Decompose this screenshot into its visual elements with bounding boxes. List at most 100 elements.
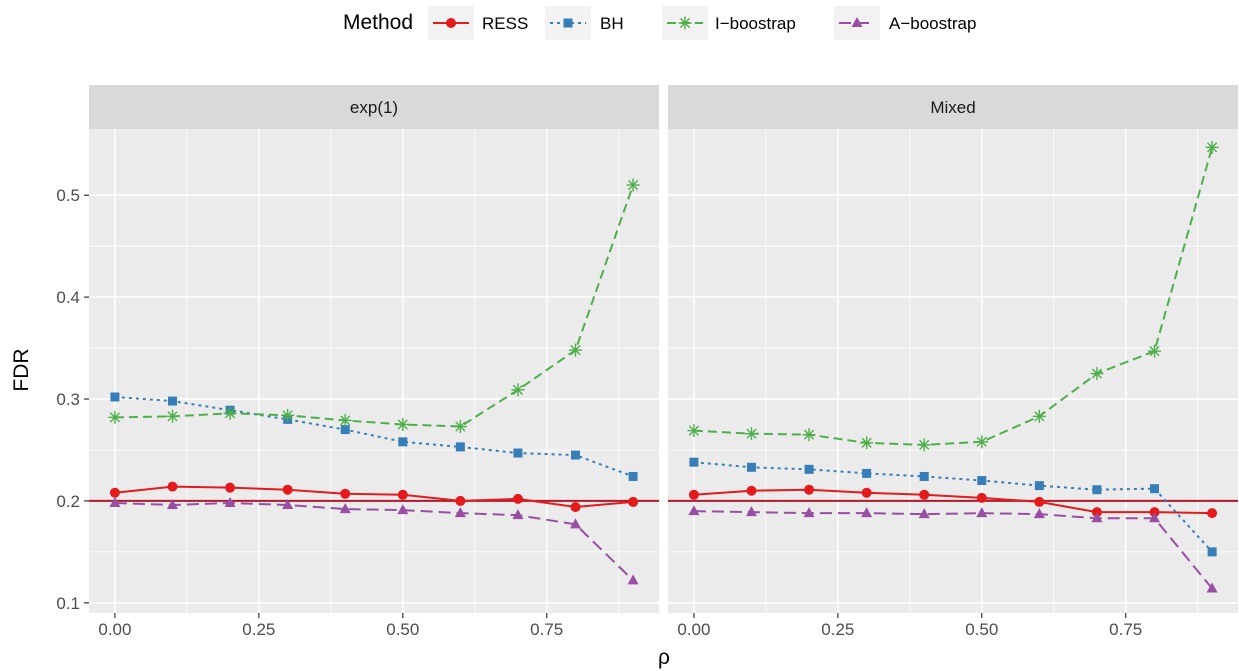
data-point <box>397 489 408 500</box>
data-point <box>167 396 177 406</box>
legend-key-marker <box>678 16 692 30</box>
data-point <box>455 495 466 506</box>
data-point <box>166 498 178 509</box>
panels: exp(1) 0.00 0.25 0.50 0.75 0.1 0.2 0.3 0.4 0.5 Mix… <box>56 85 1238 639</box>
y-tick-label: 0.1 <box>56 594 80 613</box>
y-tick-label: 0.5 <box>56 186 80 205</box>
data-point <box>1033 508 1045 519</box>
data-point <box>1032 409 1046 423</box>
y-axis-title: FDR <box>10 348 33 391</box>
data-point <box>1091 512 1103 523</box>
data-point <box>919 489 930 500</box>
data-point <box>688 489 699 500</box>
data-point <box>688 505 700 516</box>
data-point <box>512 509 524 520</box>
data-point <box>569 343 583 357</box>
data-point <box>976 507 988 518</box>
data-point <box>1205 140 1219 154</box>
data-point <box>975 435 989 449</box>
data-point <box>627 574 639 585</box>
x-tick-label: 0.75 <box>1109 620 1142 639</box>
data-point <box>110 392 120 402</box>
y-axis: 0.1 0.2 0.3 0.4 0.5 <box>56 186 89 613</box>
data-point <box>340 425 350 435</box>
data-point <box>1149 512 1161 523</box>
data-point <box>1034 496 1045 507</box>
data-point <box>802 428 816 442</box>
data-point <box>861 487 872 498</box>
data-point <box>976 492 987 503</box>
series-i-boostrap <box>687 140 1219 452</box>
data-point <box>282 484 293 495</box>
legend-entry-i-boostrap: I−boostrap <box>662 6 796 40</box>
series-line <box>114 501 634 582</box>
data-point <box>1207 508 1218 519</box>
data-point <box>570 502 581 513</box>
data-point <box>917 438 931 452</box>
panel-title: Mixed <box>930 98 975 117</box>
series-line <box>114 395 634 478</box>
data-point <box>511 383 525 397</box>
data-point <box>167 481 178 492</box>
data-point <box>224 496 236 507</box>
data-point <box>282 498 294 509</box>
data-point <box>455 442 465 452</box>
series-ress <box>688 484 1218 519</box>
data-point <box>1092 485 1102 495</box>
series-line <box>693 147 1214 446</box>
data-point <box>453 420 467 434</box>
x-tick-label: 0.00 <box>98 620 131 639</box>
data-point <box>861 507 873 518</box>
data-point <box>398 437 408 447</box>
data-point <box>109 487 120 498</box>
gridlines <box>668 129 1238 613</box>
data-point <box>108 410 122 424</box>
legend-label: BH <box>600 14 624 33</box>
plot-background <box>668 129 1238 613</box>
data-point <box>860 436 874 450</box>
x-tick-label: 0.25 <box>242 620 275 639</box>
y-tick-label: 0.4 <box>56 288 80 307</box>
data-point <box>165 409 179 423</box>
x-tick-label: 0.25 <box>821 620 854 639</box>
data-point <box>1150 484 1160 494</box>
data-point <box>918 508 930 519</box>
y-tick-label: 0.2 <box>56 492 80 511</box>
data-point <box>803 507 815 518</box>
data-point <box>745 506 757 517</box>
data-point <box>1091 507 1102 518</box>
series-line <box>114 184 635 428</box>
data-point <box>744 427 758 441</box>
series-i-boostrap <box>108 178 640 434</box>
series-ress <box>109 481 639 513</box>
data-point <box>687 424 701 438</box>
legend-key-marker <box>851 17 863 27</box>
data-point <box>919 471 929 481</box>
series-a-boostrap <box>109 496 639 585</box>
panel-exp-1: exp(1) 0.00 0.25 0.50 0.75 0.1 0.2 0.3 0.4 0.5 <box>56 85 659 639</box>
x-axis: 0.00 0.25 0.50 0.75 <box>98 613 563 639</box>
data-point <box>339 503 351 514</box>
series-line <box>114 485 634 509</box>
series-line <box>693 510 1213 590</box>
x-tick-label: 0.50 <box>386 620 419 639</box>
series-bh <box>689 457 1217 557</box>
data-point <box>746 485 757 496</box>
legend-entry-ress: RESS <box>428 6 528 40</box>
x-axis-title: ρ <box>658 646 670 669</box>
data-point <box>862 468 872 478</box>
legend-key-marker <box>563 18 573 28</box>
data-point <box>1034 481 1044 491</box>
series-line <box>693 461 1213 553</box>
plot-background <box>89 129 659 613</box>
series-a-boostrap <box>688 505 1218 593</box>
panel-mixed: Mixed 0.00 0.25 0.50 0.75 <box>668 85 1238 639</box>
data-point <box>1090 367 1104 381</box>
data-point <box>397 504 409 515</box>
data-point <box>689 457 699 467</box>
panel-strip <box>668 85 1238 129</box>
panel-title: exp(1) <box>350 98 398 117</box>
data-point <box>281 408 295 422</box>
x-tick-label: 0.50 <box>965 620 998 639</box>
